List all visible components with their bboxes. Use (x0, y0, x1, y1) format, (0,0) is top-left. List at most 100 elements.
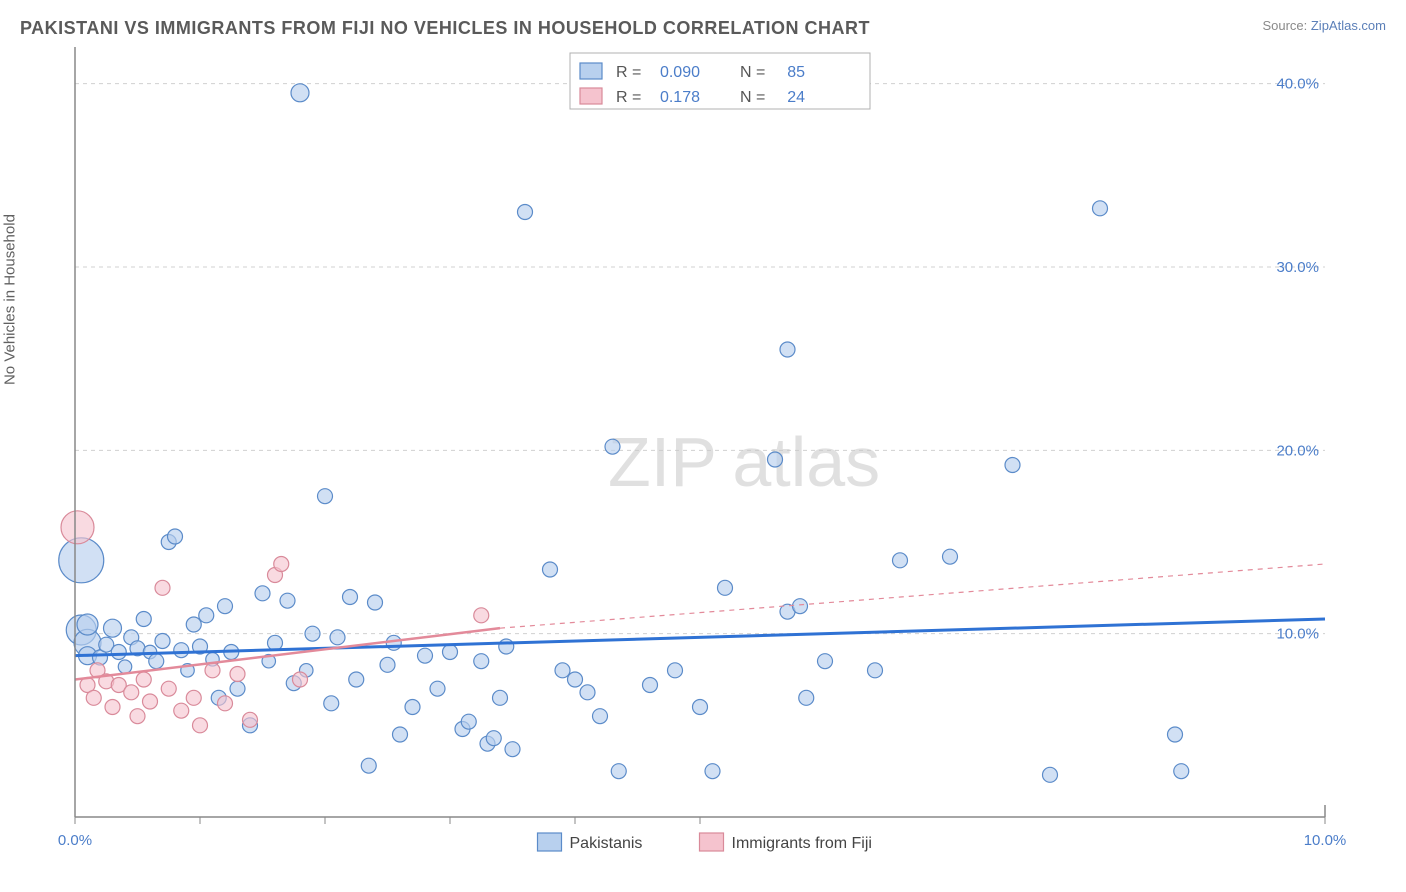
source-attribution: Source: ZipAtlas.com (1262, 18, 1386, 33)
data-point (274, 557, 289, 572)
data-point (155, 634, 170, 649)
data-point (168, 529, 183, 544)
legend-label: Immigrants from Fiji (732, 835, 872, 852)
data-point (555, 663, 570, 678)
stat-swatch (580, 63, 602, 79)
data-point (405, 700, 420, 715)
data-point (380, 657, 395, 672)
data-point (643, 678, 658, 693)
correlation-scatter-chart: 10.0%20.0%30.0%40.0%ZIPatlas0.0%10.0%R =… (20, 47, 1386, 877)
stat-n-label: N = (740, 64, 765, 81)
data-point (174, 703, 189, 718)
stat-r-value: 0.090 (660, 64, 700, 81)
data-point (186, 690, 201, 705)
data-point (291, 84, 309, 102)
data-point (718, 580, 733, 595)
data-point (349, 672, 364, 687)
data-point (768, 452, 783, 467)
data-point (593, 709, 608, 724)
chart-title: PAKISTANI VS IMMIGRANTS FROM FIJI NO VEH… (20, 18, 870, 39)
data-point (486, 731, 501, 746)
data-point (293, 672, 308, 687)
data-point (474, 654, 489, 669)
y-tick-label: 10.0% (1276, 626, 1319, 643)
data-point (1168, 727, 1183, 742)
data-point (705, 764, 720, 779)
data-point (474, 608, 489, 623)
data-point (255, 586, 270, 601)
data-point (605, 439, 620, 454)
data-point (368, 595, 383, 610)
data-point (218, 696, 233, 711)
data-point (59, 538, 104, 583)
stat-r-value: 0.178 (660, 89, 700, 106)
data-point (136, 672, 151, 687)
x-tick-label: 10.0% (1304, 832, 1347, 849)
data-point (118, 660, 132, 674)
data-point (518, 205, 533, 220)
data-point (505, 742, 520, 757)
data-point (268, 635, 283, 650)
data-point (493, 690, 508, 705)
data-point (893, 553, 908, 568)
data-point (1043, 767, 1058, 782)
data-point (243, 712, 258, 727)
data-point (105, 700, 120, 715)
stat-n-value: 85 (787, 64, 805, 81)
data-point (193, 718, 208, 733)
data-point (174, 643, 189, 658)
data-point (818, 654, 833, 669)
y-tick-label: 20.0% (1276, 442, 1319, 459)
stat-r-label: R = (616, 64, 641, 81)
data-point (343, 590, 358, 605)
data-point (61, 511, 94, 544)
data-point (418, 648, 433, 663)
data-point (943, 549, 958, 564)
data-point (324, 696, 339, 711)
y-tick-label: 40.0% (1276, 76, 1319, 93)
data-point (330, 630, 345, 645)
source-link[interactable]: ZipAtlas.com (1311, 18, 1386, 33)
data-point (161, 681, 176, 696)
data-point (611, 764, 626, 779)
data-point (793, 599, 808, 614)
data-point (136, 612, 151, 627)
stat-n-label: N = (740, 89, 765, 106)
data-point (693, 700, 708, 715)
data-point (130, 709, 145, 724)
data-point (230, 667, 245, 682)
stat-box (570, 53, 870, 109)
data-point (199, 608, 214, 623)
data-point (318, 489, 333, 504)
data-point (230, 681, 245, 696)
stat-r-label: R = (616, 89, 641, 106)
stat-swatch (580, 88, 602, 104)
data-point (1174, 764, 1189, 779)
data-point (361, 758, 376, 773)
data-point (1093, 201, 1108, 216)
data-point (280, 593, 295, 608)
x-tick-label: 0.0% (58, 832, 92, 849)
legend-label: Pakistanis (570, 835, 643, 852)
data-point (430, 681, 445, 696)
watermark: atlas (732, 423, 880, 501)
data-point (155, 580, 170, 595)
data-point (499, 639, 514, 654)
data-point (580, 685, 595, 700)
data-point (143, 694, 158, 709)
data-point (1005, 458, 1020, 473)
data-point (218, 599, 233, 614)
data-point (86, 690, 101, 705)
data-point (104, 619, 122, 637)
data-point (461, 714, 476, 729)
data-point (124, 685, 139, 700)
y-axis-label: No Vehicles in Household (2, 214, 19, 385)
data-point (799, 690, 814, 705)
trend-line-pakistanis (75, 619, 1325, 656)
data-point (393, 727, 408, 742)
watermark: ZIP (608, 423, 717, 501)
data-point (868, 663, 883, 678)
data-point (443, 645, 458, 660)
data-point (77, 614, 98, 635)
data-point (305, 626, 320, 641)
